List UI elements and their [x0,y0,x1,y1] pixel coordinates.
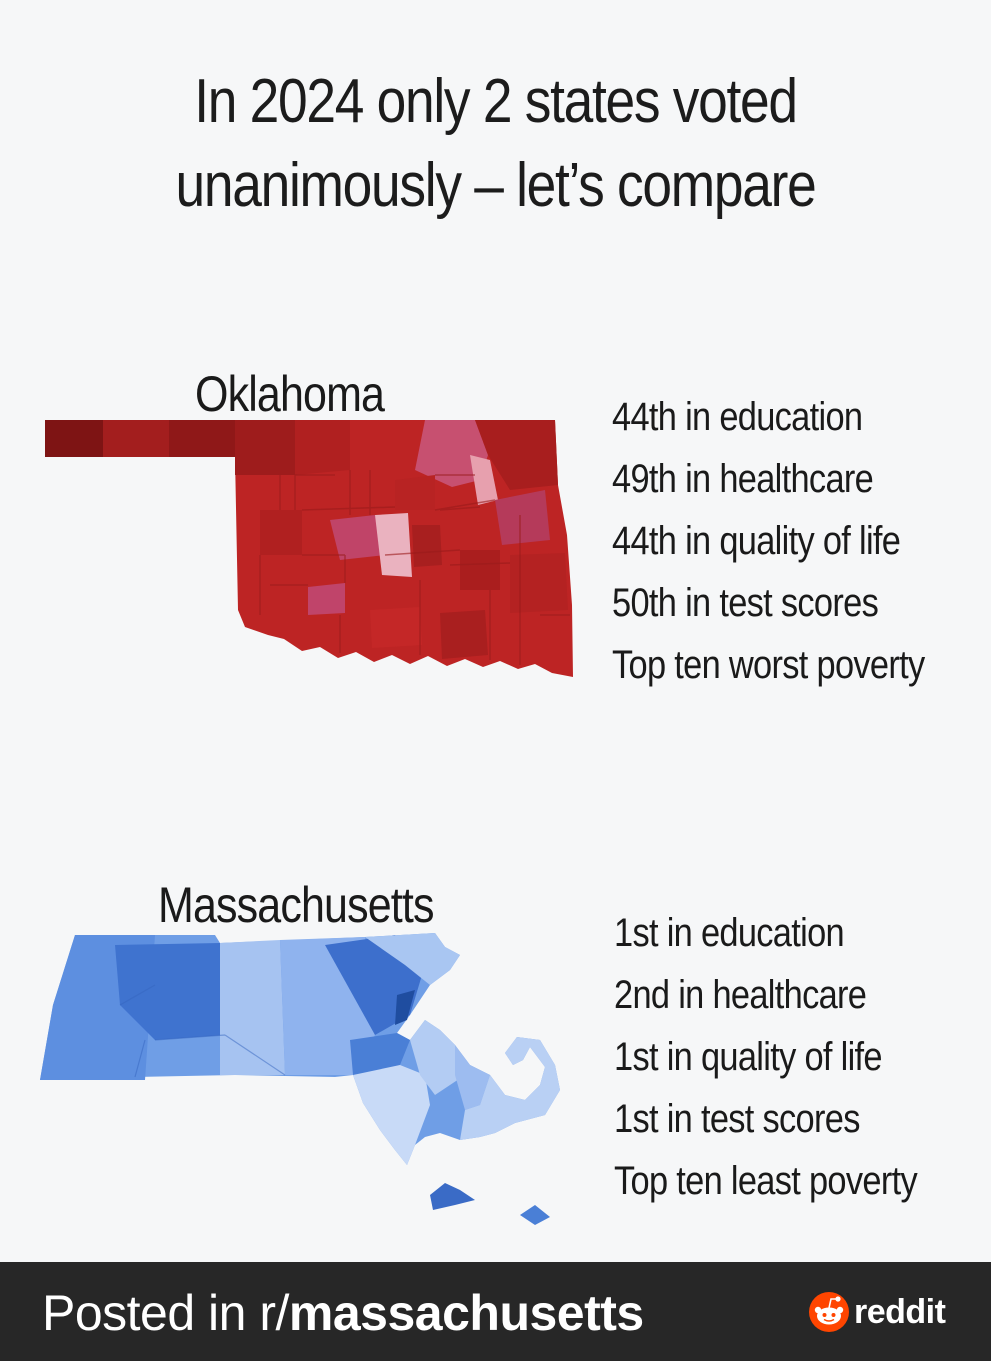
posted-in-link[interactable]: Posted in r/massachusetts [42,1284,644,1342]
oklahoma-stat-education: 44th in education [612,395,863,439]
oklahoma-stat-poverty: Top ten worst poverty [612,643,925,687]
massachusetts-stat-education: 1st in education [614,911,845,955]
oklahoma-stat-quality-of-life: 44th in quality of life [612,519,901,563]
massachusetts-county-map [40,933,560,1225]
massachusetts-stat-poverty: Top ten least poverty [614,1159,918,1203]
massachusetts-stat-healthcare: 2nd in healthcare [614,973,867,1017]
reddit-logo[interactable]: reddit [808,1290,946,1334]
oklahoma-label: Oklahoma [195,366,385,422]
reddit-alien-icon [809,1292,849,1332]
massachusetts-label: Massachusetts [158,877,434,933]
massachusetts-rankings: 1st in education 2nd in healthcare 1st i… [614,902,966,1212]
reddit-wordmark: reddit [854,1292,946,1331]
reddit-footer-bar: Posted in r/massachusetts reddit [0,1262,991,1361]
headline: In 2024 only 2 states voted unanimously … [69,60,921,228]
posted-in-prefix: Posted in r/ [42,1285,289,1341]
oklahoma-rankings: 44th in education 49th in healthcare 44t… [612,386,975,696]
massachusetts-stat-quality-of-life: 1st in quality of life [614,1035,883,1079]
oklahoma-stat-healthcare: 49th in healthcare [612,457,874,501]
oklahoma-stat-test-scores: 50th in test scores [612,581,879,625]
massachusetts-stat-test-scores: 1st in test scores [614,1097,860,1141]
subreddit-name: massachusetts [288,1285,644,1341]
headline-line-1: In 2024 only 2 states voted [194,67,798,136]
oklahoma-county-map [45,420,573,677]
headline-line-2: unanimously – let’s compare [175,151,817,220]
